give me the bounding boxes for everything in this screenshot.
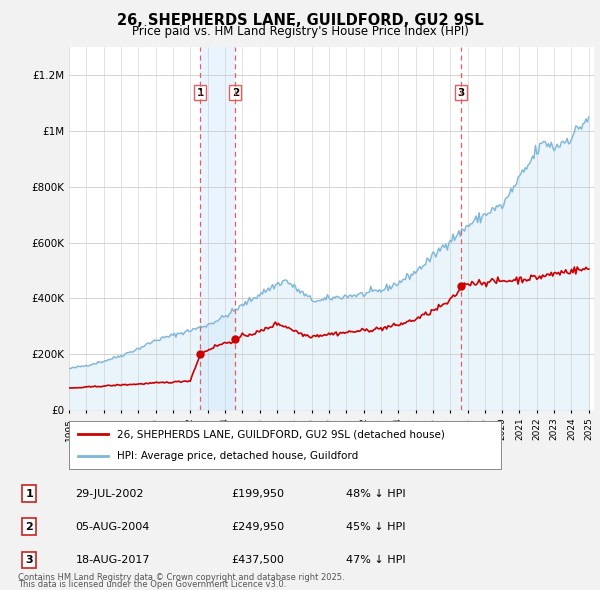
Text: This data is licensed under the Open Government Licence v3.0.: This data is licensed under the Open Gov… (18, 581, 286, 589)
Text: 45% ↓ HPI: 45% ↓ HPI (346, 522, 406, 532)
Text: 48% ↓ HPI: 48% ↓ HPI (346, 489, 406, 499)
Text: £249,950: £249,950 (231, 522, 284, 532)
Text: 18-AUG-2017: 18-AUG-2017 (76, 555, 150, 565)
Text: 26, SHEPHERDS LANE, GUILDFORD, GU2 9SL (detached house): 26, SHEPHERDS LANE, GUILDFORD, GU2 9SL (… (116, 429, 445, 439)
Text: £199,950: £199,950 (231, 489, 284, 499)
Text: 3: 3 (457, 87, 465, 97)
Text: 2: 2 (232, 87, 239, 97)
Text: 47% ↓ HPI: 47% ↓ HPI (346, 555, 406, 565)
Text: HPI: Average price, detached house, Guildford: HPI: Average price, detached house, Guil… (116, 451, 358, 461)
Text: 3: 3 (25, 555, 33, 565)
Text: 26, SHEPHERDS LANE, GUILDFORD, GU2 9SL: 26, SHEPHERDS LANE, GUILDFORD, GU2 9SL (116, 13, 484, 28)
Text: 2: 2 (25, 522, 33, 532)
Text: Price paid vs. HM Land Registry's House Price Index (HPI): Price paid vs. HM Land Registry's House … (131, 25, 469, 38)
Text: 1: 1 (197, 87, 204, 97)
Text: £437,500: £437,500 (231, 555, 284, 565)
Text: 29-JUL-2002: 29-JUL-2002 (76, 489, 144, 499)
Text: Contains HM Land Registry data © Crown copyright and database right 2025.: Contains HM Land Registry data © Crown c… (18, 573, 344, 582)
Bar (200, 47, 235, 410)
Text: 1: 1 (25, 489, 33, 499)
Text: 05-AUG-2004: 05-AUG-2004 (76, 522, 150, 532)
